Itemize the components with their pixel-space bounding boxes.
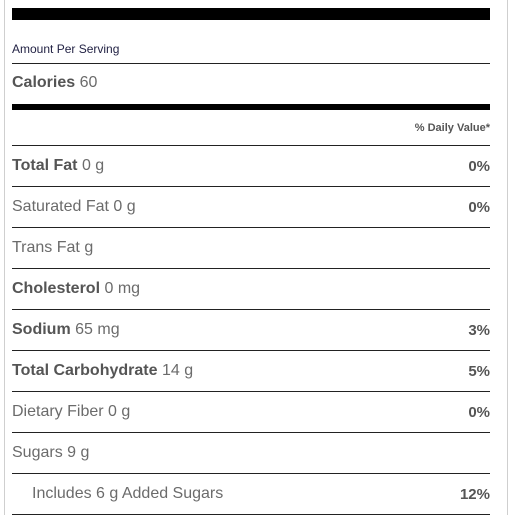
nutrient-daily-value: 0% xyxy=(468,403,490,421)
nutrient-label: Includes 6 g Added Sugars xyxy=(32,485,224,502)
nutrient-label: Dietary Fiber xyxy=(12,403,104,420)
daily-value-header-row: % Daily Value* xyxy=(12,110,490,146)
nutrient-row-total-fat: Total Fat 0 g 0% xyxy=(12,146,490,187)
nutrient-label: Sodium xyxy=(12,321,71,338)
nutrient-row-trans-fat: Trans Fat g xyxy=(12,228,490,269)
nutrition-facts-panel xyxy=(4,0,508,515)
calories-row: Calories 60 xyxy=(12,64,490,102)
amount-per-serving-row: Amount Per Serving xyxy=(12,34,490,64)
nutrient-row-dietary-fiber: Dietary Fiber 0 g 0% xyxy=(12,392,490,433)
nutrient-label: Trans Fat xyxy=(12,239,80,256)
nutrient-amount: 9 g xyxy=(67,444,90,461)
nutrient-amount: 0 g xyxy=(113,198,136,215)
nutrient-row-saturated-fat: Saturated Fat 0 g 0% xyxy=(12,187,490,228)
nutrient-daily-value: 3% xyxy=(468,321,490,339)
calories-label: Calories xyxy=(12,74,76,91)
nutrient-amount: 0 g xyxy=(81,157,105,174)
nutrient-label: Cholesterol xyxy=(12,280,101,297)
nutrient-row-sugars: Sugars 9 g xyxy=(12,433,490,474)
nutrient-row-sodium: Sodium 65 mg 3% xyxy=(12,310,490,351)
nutrient-row-added-sugars: Includes 6 g Added Sugars 12% xyxy=(12,474,490,515)
calories-text: Calories 60 xyxy=(12,74,97,92)
nutrient-row-total-carbohydrate: Total Carbohydrate 14 g 5% xyxy=(12,351,490,392)
nutrient-daily-value: 5% xyxy=(468,362,490,380)
nutrient-amount: 0 g xyxy=(108,403,131,420)
calories-divider-bar xyxy=(12,104,490,110)
nutrient-amount: 14 g xyxy=(161,362,194,379)
nutrient-daily-value: 0% xyxy=(468,157,490,175)
nutrient-label: Sugars xyxy=(12,444,63,461)
nutrient-daily-value: 0% xyxy=(468,198,490,216)
calories-value: 60 xyxy=(79,74,98,91)
nutrient-row-cholesterol: Cholesterol 0 mg xyxy=(12,269,490,310)
daily-value-header: % Daily Value* xyxy=(414,121,490,134)
nutrient-daily-value: 12% xyxy=(459,485,490,503)
nutrient-amount: g xyxy=(84,239,94,256)
nutrient-amount: 65 mg xyxy=(75,321,120,338)
top-thick-bar xyxy=(12,8,490,20)
nutrient-label: Total Fat xyxy=(12,157,78,174)
amount-per-serving-label: Amount Per Serving xyxy=(12,41,120,56)
nutrient-label: Saturated Fat xyxy=(12,198,109,215)
nutrient-label: Total Carbohydrate xyxy=(12,362,158,379)
nutrient-amount: 0 mg xyxy=(104,280,141,297)
